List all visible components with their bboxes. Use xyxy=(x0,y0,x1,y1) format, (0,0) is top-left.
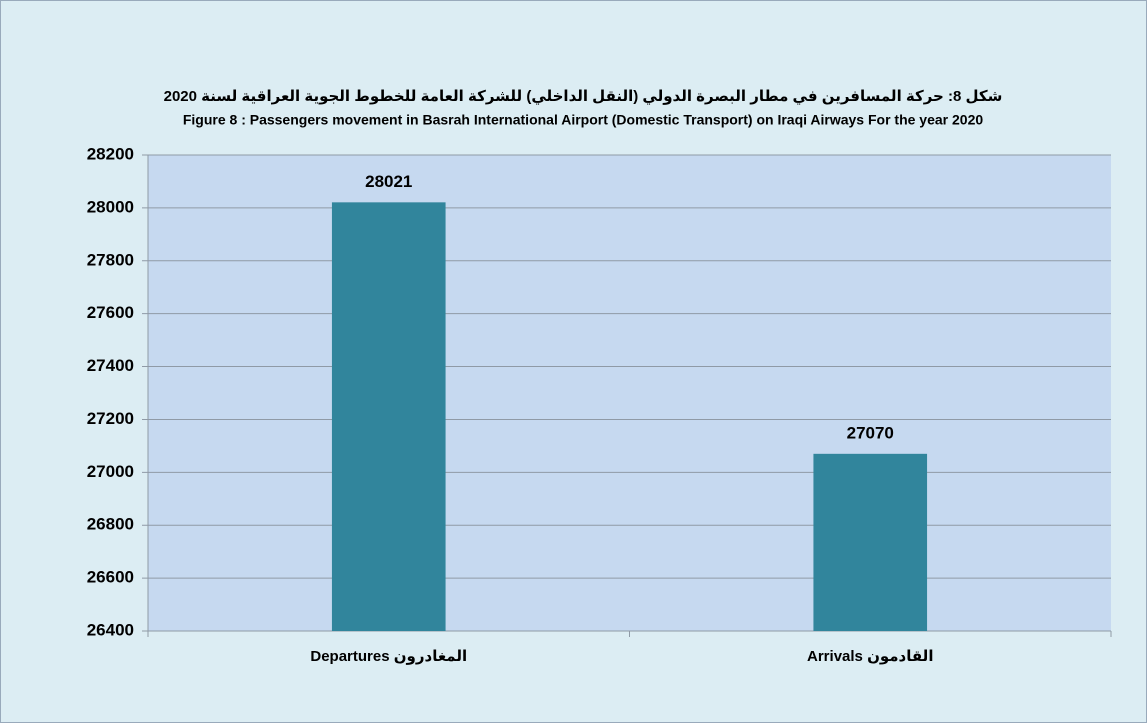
x-tick-label: Departures المغادرون xyxy=(310,648,467,665)
x-tick-label: Arrivals القادمون xyxy=(807,648,933,665)
y-tick-label: 28200 xyxy=(87,144,134,163)
y-tick-label: 27200 xyxy=(87,409,134,428)
plot-area xyxy=(148,155,1111,631)
data-label: 27070 xyxy=(847,423,894,442)
y-tick-label: 27400 xyxy=(87,356,134,375)
y-tick-label: 27000 xyxy=(87,462,134,481)
y-tick-label: 26400 xyxy=(87,620,134,639)
chart-subtitle: Figure 8 : Passengers movement in Basrah… xyxy=(183,112,984,128)
bar xyxy=(331,202,446,631)
chart-title: شكل 8: حركة المسافرين في مطار البصرة الد… xyxy=(164,88,1003,105)
y-tick-label: 28000 xyxy=(87,197,134,216)
y-tick-label: 26600 xyxy=(87,568,134,587)
data-label: 28021 xyxy=(365,172,412,191)
y-tick-label: 26800 xyxy=(87,515,134,534)
y-tick-label: 27600 xyxy=(87,303,134,322)
y-tick-label: 27800 xyxy=(87,250,134,269)
bar xyxy=(813,453,928,631)
